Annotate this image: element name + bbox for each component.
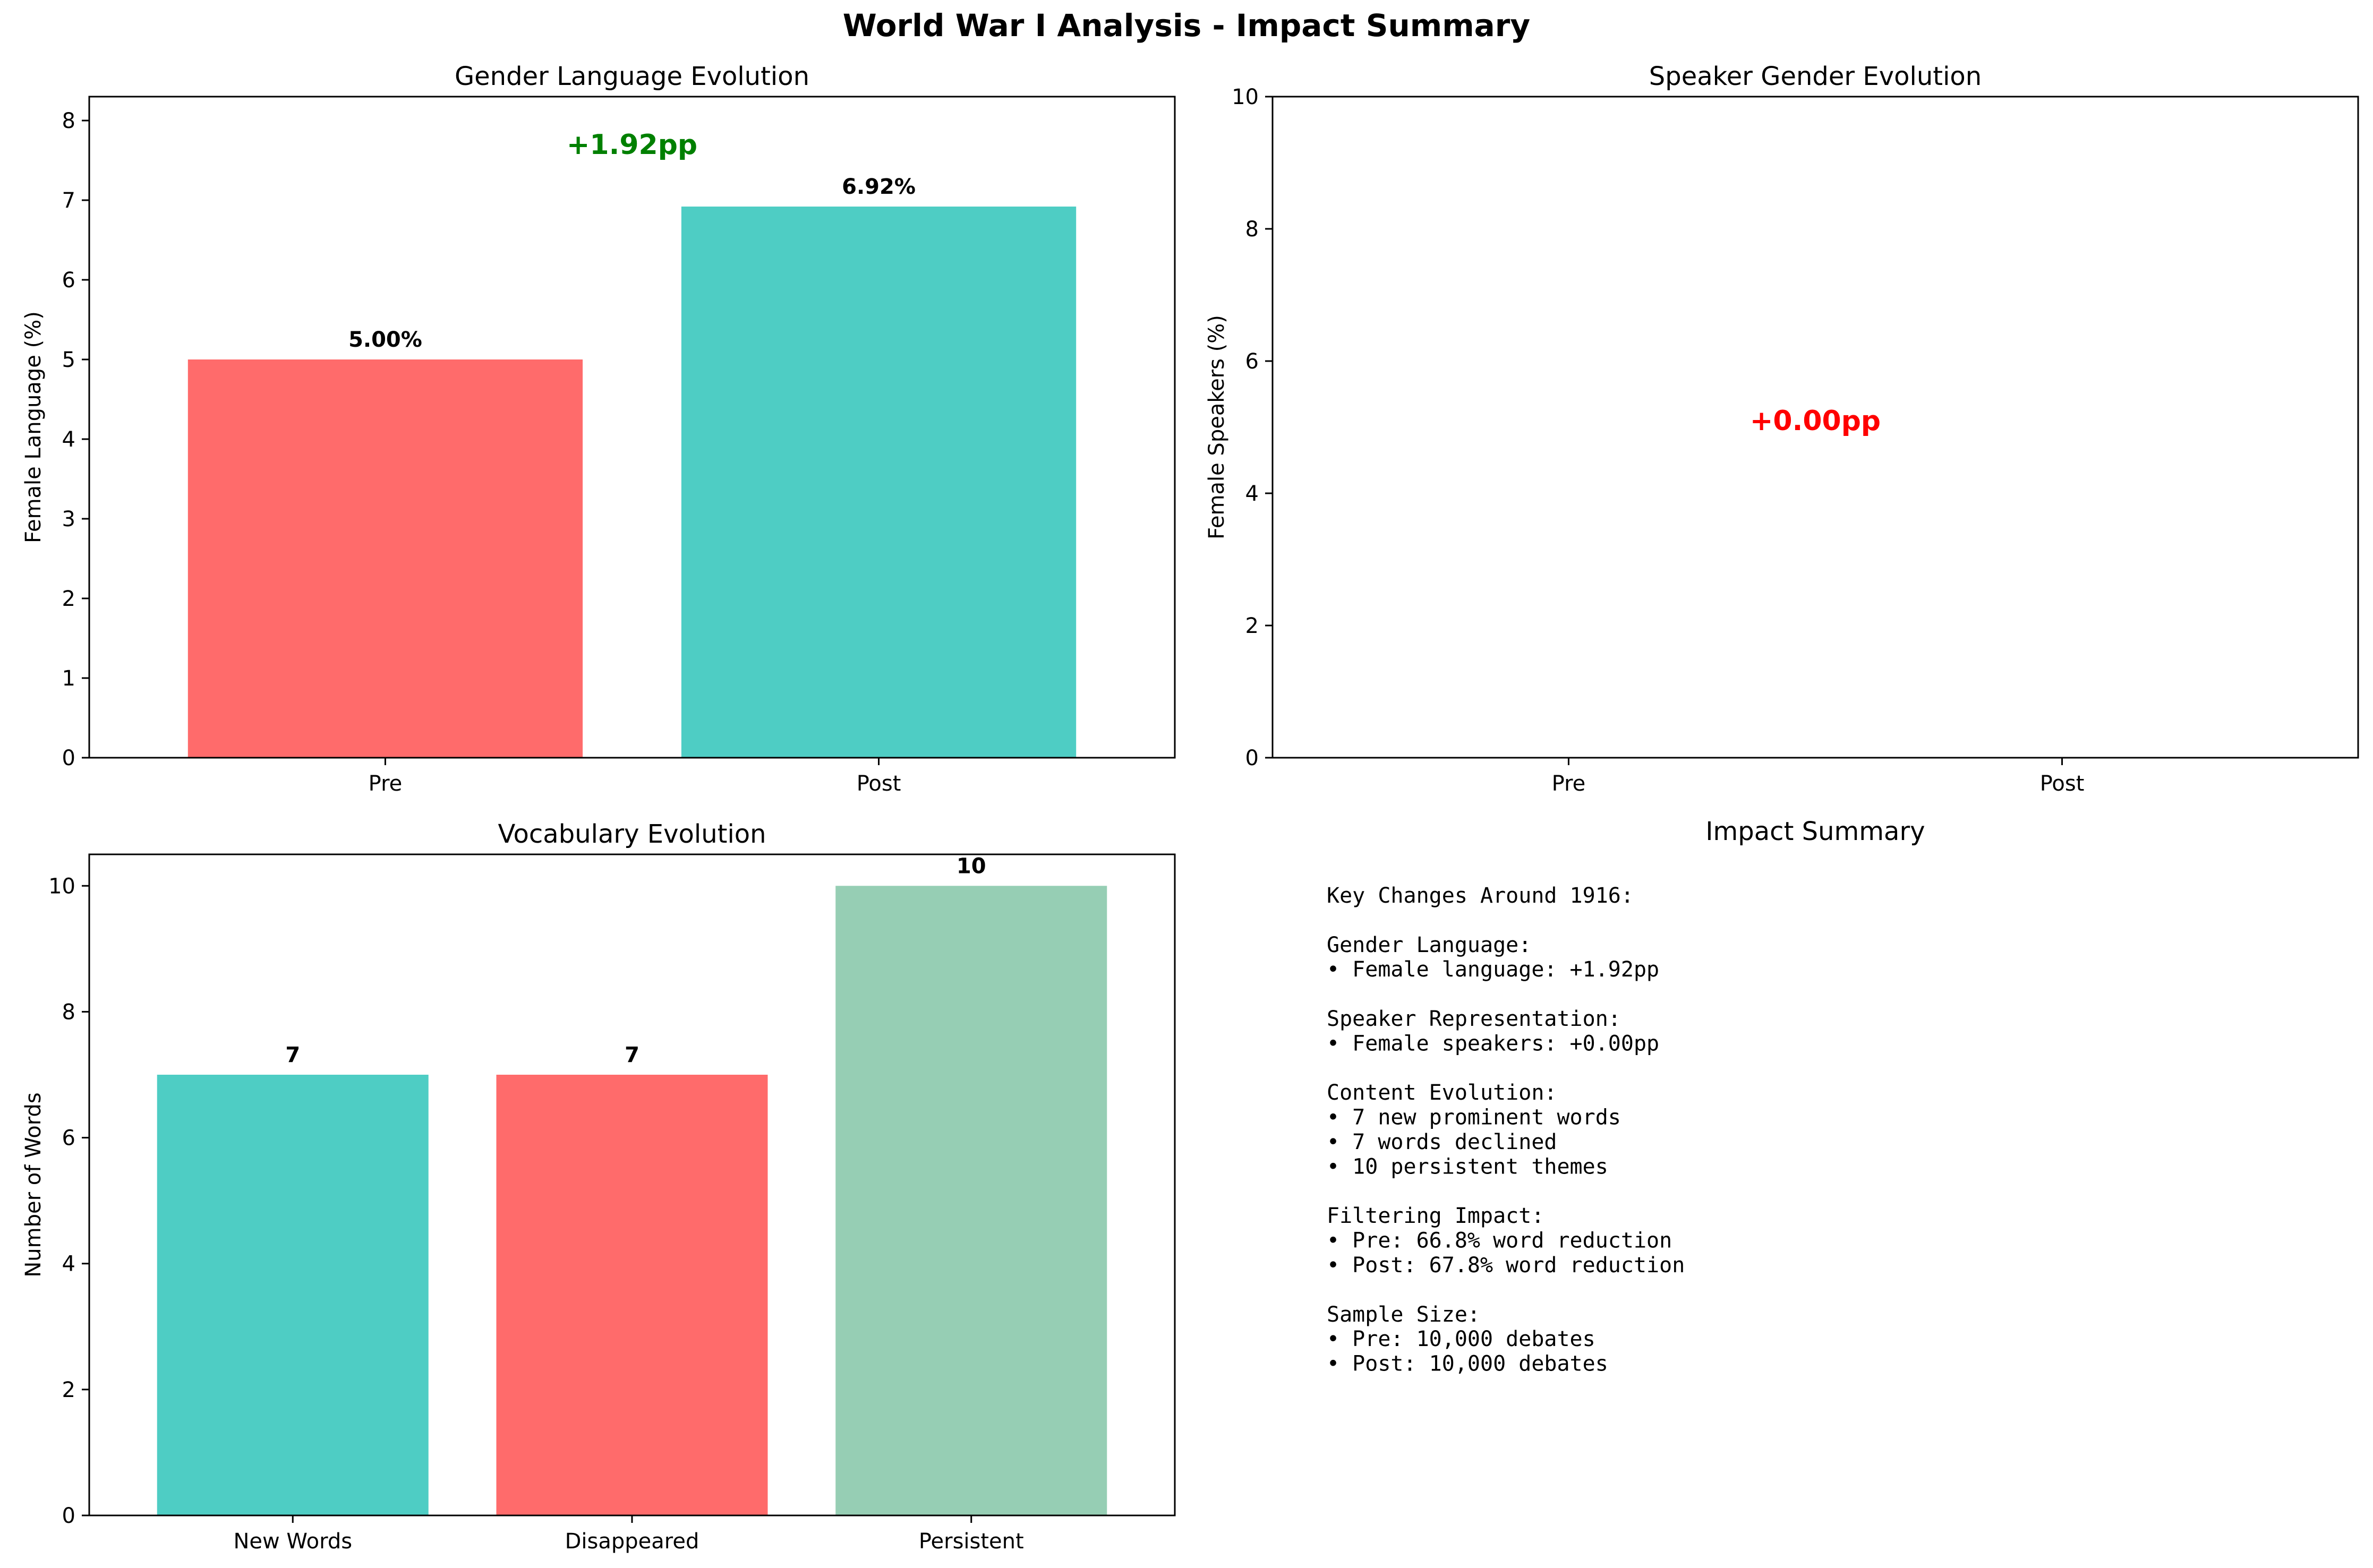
summary-line: • Pre: 66.8% word reduction: [1327, 1229, 1672, 1253]
chart-title: Vocabulary Evolution: [498, 819, 766, 849]
y-tick-label: 4: [1245, 482, 1259, 506]
y-tick-label: 0: [1245, 746, 1259, 770]
y-tick-label: 6: [1245, 349, 1259, 374]
change-annotation: +1.92pp: [567, 129, 697, 161]
y-tick-label: 8: [62, 1000, 75, 1024]
summary-line: Key Changes Around 1916:: [1327, 884, 1634, 908]
summary-line: Content Evolution:: [1327, 1081, 1557, 1105]
chart-panel-1: Gender Language Evolution 5.00% 6.92% 0 1 2 3 4…: [21, 62, 1176, 796]
summary-title: Impact Summary: [1705, 817, 1925, 846]
y-tick-label: 6: [62, 268, 75, 293]
y-tick-label: 2: [62, 587, 75, 611]
bar-pre: [187, 359, 583, 758]
plot-frame: [1271, 96, 2359, 759]
chart-title: Gender Language Evolution: [455, 62, 809, 91]
x-tick-label: Pre: [369, 772, 403, 796]
y-tick-label: 7: [62, 188, 75, 213]
y-tick-label: 4: [62, 427, 75, 452]
summary-line: • Female speakers: +0.00pp: [1327, 1031, 1659, 1056]
bar-post: [681, 207, 1077, 758]
bar-disappeared: [496, 1075, 768, 1515]
bar-value-label: 5.00%: [348, 328, 422, 352]
y-tick-label: 5: [62, 348, 75, 372]
y-tick-label: 0: [62, 1504, 75, 1528]
bar-value-label: 7: [285, 1043, 300, 1067]
summary-line: Sample Size:: [1327, 1303, 1480, 1327]
y-tick-label: 2: [62, 1378, 75, 1402]
bar-value-label: 10: [957, 854, 986, 878]
summary-line: • 10 persistent themes: [1327, 1154, 1608, 1179]
bar-persistent: [835, 886, 1107, 1515]
y-tick-label: 4: [62, 1252, 75, 1276]
x-tick-label: Pre: [1552, 772, 1586, 796]
y-tick-label: 8: [1245, 217, 1259, 242]
plot-frame: [88, 96, 1176, 759]
chart-panel-3: Vocabulary Evolution 7 7 10 0 2 4 6 8 10 New Words…: [21, 819, 1176, 1554]
summary-line: • 7 new prominent words: [1327, 1106, 1621, 1130]
y-tick-label: 8: [62, 109, 75, 133]
change-annotation: +0.00pp: [1750, 405, 1881, 437]
y-tick-label: 10: [48, 874, 75, 898]
summary-line: Gender Language:: [1327, 933, 1531, 957]
x-tick-label: Post: [2040, 772, 2085, 796]
bar-value-label: 6.92%: [842, 175, 916, 199]
figure-title: World War I Analysis - Impact Summary: [843, 7, 1530, 44]
x-tick-label: Post: [857, 772, 901, 796]
summary-line: Speaker Representation:: [1327, 1007, 1621, 1031]
x-tick-label: Disappeared: [565, 1529, 699, 1554]
x-tick-label: New Words: [233, 1529, 352, 1554]
y-axis-label: Female Speakers (%): [1205, 315, 1229, 539]
summary-line: • Post: 10,000 debates: [1327, 1352, 1608, 1376]
summary-line: • Pre: 10,000 debates: [1327, 1327, 1595, 1351]
y-tick-label: 1: [62, 666, 75, 691]
chart-title: Speaker Gender Evolution: [1649, 62, 1982, 91]
summary-line: • 7 words declined: [1327, 1130, 1557, 1154]
summary-line: Filtering Impact:: [1327, 1204, 1544, 1228]
y-axis-label: Female Language (%): [21, 311, 46, 543]
y-tick-label: 6: [62, 1126, 75, 1151]
y-tick-label: 0: [62, 746, 75, 770]
summary-line: • Post: 67.8% word reduction: [1327, 1253, 1685, 1278]
summary-line: • Female language: +1.92pp: [1327, 957, 1659, 982]
y-tick-label: 10: [1232, 85, 1259, 109]
bar-value-label: 7: [625, 1043, 639, 1067]
y-tick-label: 2: [1245, 614, 1259, 638]
bar-new-words: [157, 1075, 429, 1515]
x-tick-label: Persistent: [919, 1529, 1024, 1554]
impact-summary-panel: Impact Summary Key Changes Around 1916: Ge…: [1327, 817, 1925, 1376]
chart-panel-2: Speaker Gender Evolution 0 2 4 6 8 10 Pre Post Fe…: [1205, 62, 2359, 796]
y-axis-label: Number of Words: [21, 1092, 46, 1277]
y-tick-label: 3: [62, 507, 75, 532]
